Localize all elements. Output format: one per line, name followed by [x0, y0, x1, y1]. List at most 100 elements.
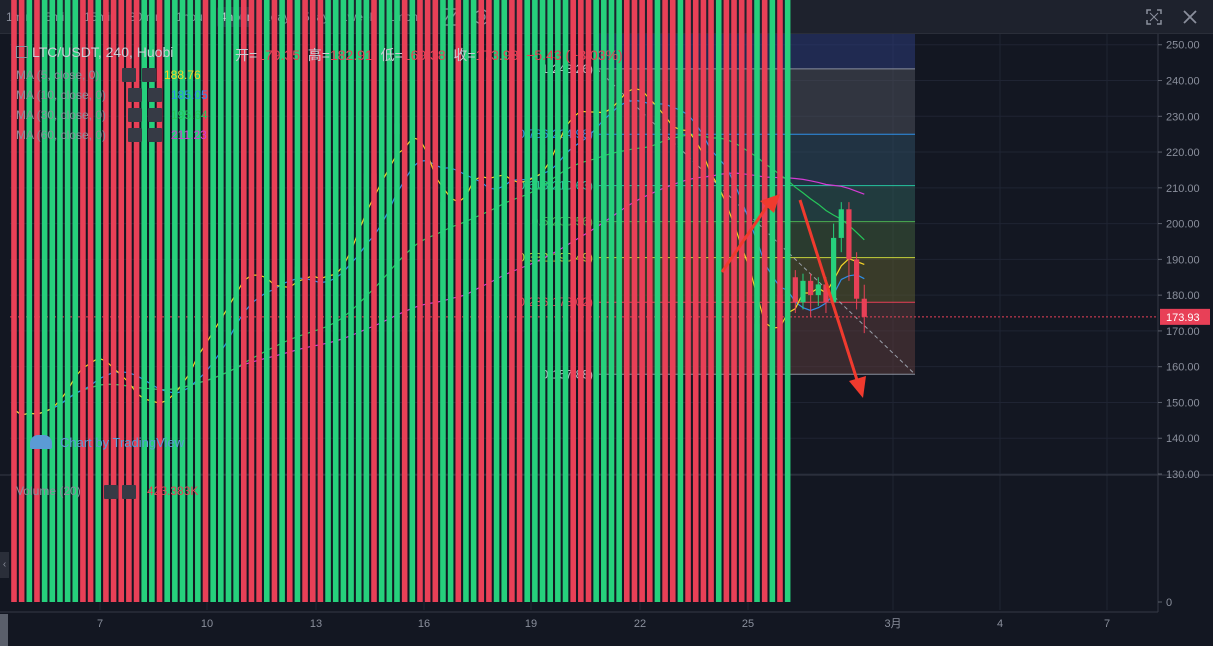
high-value: 182.91	[329, 47, 373, 63]
tradingview-watermark[interactable]: Chart by TradingView	[30, 435, 184, 450]
volume-bar	[363, 0, 370, 602]
open-label: 开=	[235, 47, 258, 63]
volume-bar	[271, 0, 278, 602]
symbol-title: LTC/USDT, 240, Huobi	[32, 44, 174, 60]
volume-bar	[784, 0, 791, 602]
candle-body	[792, 277, 798, 303]
volume-bar	[401, 0, 408, 602]
time-tick-label: 7	[1104, 618, 1110, 630]
volume-bar	[624, 0, 630, 602]
volume-bar	[11, 0, 17, 602]
volume-bar	[378, 0, 385, 602]
up-arrow-shaft	[720, 201, 772, 273]
fullscreen-icon[interactable]	[1144, 7, 1164, 27]
volume-bar	[126, 0, 132, 602]
volume-bar	[417, 0, 423, 602]
time-tick-label: 4	[997, 618, 1003, 630]
volume-label: Volume (20)	[16, 484, 81, 498]
close-icon[interactable]	[148, 128, 162, 142]
volume-bar	[110, 0, 117, 602]
price-tick-label: 170.00	[1166, 326, 1200, 338]
close-label: 收=	[453, 47, 476, 63]
price-tick-label: 140.00	[1166, 433, 1200, 445]
volume-bar	[95, 0, 102, 602]
gear-icon[interactable]	[128, 128, 142, 142]
candle-body	[846, 209, 852, 260]
volume-bar	[685, 0, 691, 602]
tradingview-logo-icon	[30, 435, 52, 449]
volume-bar	[248, 0, 255, 602]
volume-bar	[233, 0, 239, 603]
volume-bar	[355, 0, 362, 602]
volume-bar	[486, 0, 492, 602]
time-tick-label: 13	[310, 618, 322, 630]
volume-bar	[478, 0, 485, 602]
price-tick-label: 210.00	[1166, 183, 1200, 195]
close-icon[interactable]	[1180, 7, 1200, 27]
volume-bar	[516, 0, 523, 602]
candle-body	[838, 209, 844, 238]
gear-icon[interactable]	[122, 68, 136, 82]
volume-bar	[601, 0, 607, 602]
volume-bar	[294, 0, 301, 602]
volume-bar	[616, 0, 622, 602]
ma10-legend: MA (10, close, 0)	[16, 88, 106, 102]
close-icon[interactable]	[122, 485, 136, 499]
volume-bar	[18, 0, 25, 602]
volume-bar	[539, 0, 546, 602]
volume-bar	[585, 0, 592, 602]
volume-bar	[715, 0, 722, 602]
open-value: 179.35	[257, 47, 301, 63]
close-icon[interactable]	[142, 68, 156, 82]
volume-bar	[187, 0, 193, 602]
close-icon[interactable]	[148, 108, 162, 122]
volume-bar	[646, 0, 653, 602]
price-tag-text: 173.93	[1166, 312, 1200, 324]
ma-label: MA (30, close, 0)	[16, 108, 107, 122]
volume-bar	[164, 0, 170, 602]
volume-bar	[348, 0, 354, 602]
volume-bar	[225, 0, 232, 602]
gear-icon[interactable]	[128, 108, 142, 122]
close-icon[interactable]	[148, 88, 162, 102]
bottom-left-corner	[0, 614, 8, 646]
ma5-line	[13, 87, 865, 416]
collapse-icon[interactable]	[16, 46, 28, 58]
price-tick-label: 240.00	[1166, 76, 1200, 88]
ma30-legend: MA (30, close, 0)	[16, 108, 106, 122]
price-tick-label: 250.00	[1166, 40, 1200, 52]
volume-bar	[501, 0, 508, 602]
volume-bar	[286, 0, 293, 602]
volume-bar	[424, 0, 431, 602]
volume-legend: Volume (20)	[16, 484, 81, 498]
volume-bar	[263, 0, 270, 602]
ma60-value: 211.23	[171, 128, 207, 142]
volume-bar	[149, 0, 155, 602]
volume-bar	[394, 0, 400, 602]
volume-bar	[64, 0, 71, 602]
ma30-line	[13, 133, 865, 416]
volume-bar	[532, 0, 538, 602]
volume-bar	[202, 0, 209, 602]
down-arrow-head	[849, 376, 866, 398]
price-tick-label: 130.00	[1166, 469, 1200, 481]
volume-bar	[562, 0, 569, 602]
volume-bar	[241, 0, 247, 602]
volume-bar	[608, 0, 615, 602]
volume-bar	[593, 0, 599, 602]
volume-bar	[463, 0, 469, 602]
down-arrow-shaft	[798, 199, 859, 381]
gear-icon[interactable]	[128, 88, 142, 102]
close-value: 173.93	[475, 47, 519, 63]
volume-bar	[195, 0, 201, 602]
up-arrow-head	[760, 194, 780, 213]
left-scroll-handle[interactable]: ‹	[0, 552, 9, 578]
volume-bar	[669, 0, 676, 602]
gear-icon[interactable]	[104, 485, 118, 499]
volume-bar	[156, 0, 163, 602]
price-tick-label: 160.00	[1166, 362, 1200, 374]
price-tag-box	[1160, 308, 1210, 325]
ohlc-values: 开=179.35 高=182.91 低=169.38 收=173.93 −5.4…	[235, 45, 623, 65]
time-tick-label: 22	[634, 618, 646, 630]
